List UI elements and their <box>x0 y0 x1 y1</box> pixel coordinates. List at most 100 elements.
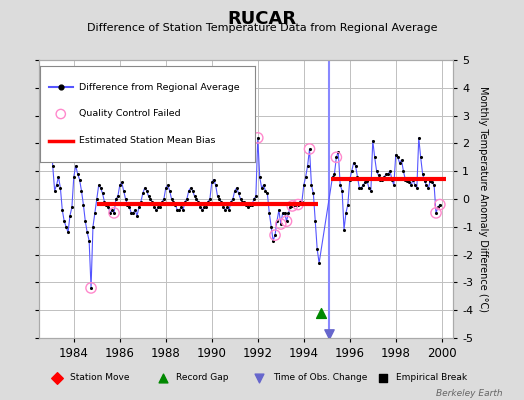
Point <box>58 207 67 213</box>
Point <box>298 198 306 205</box>
Point <box>282 218 291 224</box>
Point <box>56 185 64 191</box>
Point <box>432 210 440 216</box>
Point <box>231 188 239 194</box>
Point <box>123 201 132 208</box>
Point <box>100 198 108 205</box>
Point <box>292 201 300 208</box>
Point <box>435 201 444 208</box>
Point <box>131 207 139 213</box>
Point <box>344 201 352 208</box>
Point <box>363 178 371 184</box>
Point <box>382 171 390 177</box>
Point <box>99 190 107 197</box>
Point <box>60 218 69 224</box>
Point <box>70 174 78 180</box>
Point <box>73 171 82 177</box>
Point <box>152 207 160 213</box>
Point <box>329 174 337 180</box>
Point <box>411 182 419 188</box>
Point <box>93 196 101 202</box>
Point <box>303 162 312 169</box>
Point <box>422 182 431 188</box>
Point <box>346 176 354 183</box>
Point <box>175 207 183 213</box>
Point <box>57 84 65 90</box>
Point <box>271 232 279 238</box>
Point <box>388 176 396 183</box>
Point <box>271 232 279 238</box>
Point <box>413 185 421 191</box>
Point <box>85 238 93 244</box>
Point <box>386 168 394 174</box>
Point <box>114 193 122 200</box>
Point <box>144 193 152 200</box>
Point <box>347 168 356 174</box>
Point <box>430 182 438 188</box>
Point <box>183 196 191 202</box>
Point <box>75 176 84 183</box>
Point <box>217 198 225 205</box>
Text: Difference from Regional Average: Difference from Regional Average <box>79 83 239 92</box>
Point <box>255 374 264 381</box>
Point <box>62 224 70 230</box>
Point <box>57 111 65 117</box>
Point <box>252 193 260 200</box>
Point <box>240 198 248 205</box>
Point <box>294 201 302 208</box>
Point <box>317 310 325 316</box>
Point <box>87 285 95 291</box>
Point <box>242 201 250 208</box>
Text: Record Gap: Record Gap <box>176 373 228 382</box>
Point <box>139 190 147 197</box>
Point <box>405 179 413 186</box>
Point <box>169 198 178 205</box>
Point <box>342 210 350 216</box>
Point <box>390 182 398 188</box>
Point <box>211 182 220 188</box>
Point <box>213 193 222 200</box>
Point <box>288 203 297 209</box>
Point <box>365 185 373 191</box>
Point <box>278 210 287 216</box>
Point <box>340 226 348 233</box>
Point <box>143 188 151 194</box>
Point <box>357 185 365 191</box>
Text: Empirical Break: Empirical Break <box>396 373 467 382</box>
Point <box>359 182 367 188</box>
Point <box>432 210 440 216</box>
Point <box>81 218 90 224</box>
Point <box>259 182 268 188</box>
Point <box>246 201 254 208</box>
Point <box>135 204 143 210</box>
Point <box>150 204 158 210</box>
Point <box>215 196 224 202</box>
Point <box>179 207 187 213</box>
Point <box>332 154 341 160</box>
Point <box>54 174 63 180</box>
Point <box>189 188 197 194</box>
Point <box>305 146 314 152</box>
Point <box>140 185 149 191</box>
Text: RUCAR: RUCAR <box>227 10 297 28</box>
Point <box>208 179 216 186</box>
Point <box>428 179 436 186</box>
Point <box>280 210 289 216</box>
Point <box>254 135 262 141</box>
Point <box>106 210 114 216</box>
Point <box>286 204 294 210</box>
Point <box>64 229 72 236</box>
Point <box>282 218 291 224</box>
Point <box>373 168 381 174</box>
Point <box>79 201 88 208</box>
Point <box>273 218 281 224</box>
Point <box>355 185 364 191</box>
Point <box>108 207 116 213</box>
Point <box>397 157 406 163</box>
Point <box>378 176 387 183</box>
Point <box>89 224 97 230</box>
Point <box>424 185 432 191</box>
Point <box>198 207 206 213</box>
Point <box>261 188 270 194</box>
Point <box>181 198 189 205</box>
